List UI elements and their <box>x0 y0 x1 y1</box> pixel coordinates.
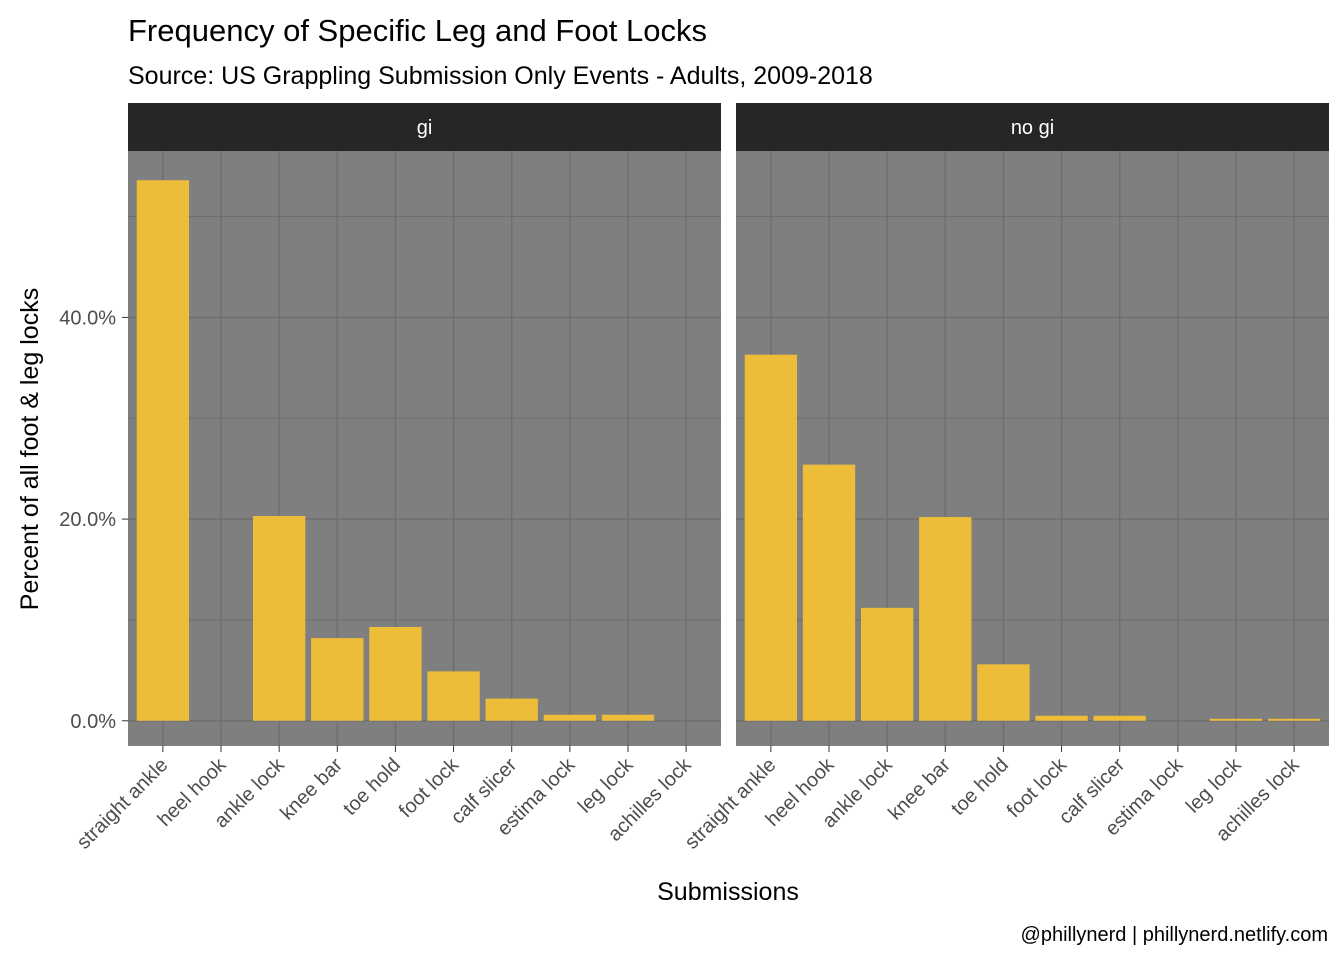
y-tick-label: 20.0% <box>59 509 116 531</box>
x-tick-label: straight ankle <box>681 754 781 854</box>
facet-strip <box>128 103 721 151</box>
bar-calf-slicer <box>485 698 538 721</box>
bar-heel-hook <box>802 464 856 721</box>
x-tick-label: straight ankle <box>73 754 173 854</box>
x-tick-label: knee bar <box>276 754 347 825</box>
chart-subtitle: Source: US Grappling Submission Only Eve… <box>128 62 873 90</box>
y-tick-label: 40.0% <box>59 307 116 329</box>
chart-caption: @phillynerd | phillynerd.netlify.com <box>1021 924 1328 946</box>
facet-strip-label: gi <box>417 117 433 139</box>
chart-title: Frequency of Specific Leg and Foot Locks <box>128 13 707 48</box>
x-axis-title: Submissions <box>657 878 799 906</box>
bar-knee-bar <box>919 517 972 721</box>
bar-toe-hold <box>977 664 1030 721</box>
x-tick-label: knee bar <box>884 754 955 825</box>
x-tick-label: toe hold <box>947 754 1013 820</box>
bar-straight-ankle <box>136 180 190 721</box>
bar-estima-lock <box>543 714 597 721</box>
bar-straight-ankle <box>744 354 798 721</box>
y-axis-title: Percent of all foot & leg locks <box>16 288 44 610</box>
y-tick-label: 0.0% <box>70 711 116 733</box>
facet-strip-label: no gi <box>1011 117 1054 139</box>
bar-knee-bar <box>311 638 364 721</box>
bar-toe-hold <box>369 627 422 721</box>
bar-ankle-lock <box>860 607 914 721</box>
bar-leg-lock <box>601 714 655 721</box>
bar-calf-slicer <box>1093 715 1146 721</box>
x-tick-label: toe hold <box>339 754 405 820</box>
bar-foot-lock <box>1035 715 1088 721</box>
bar-leg-lock <box>1209 718 1263 721</box>
panel-background <box>128 151 721 746</box>
bar-ankle-lock <box>252 516 306 721</box>
bar-foot-lock <box>427 671 480 721</box>
facet-strip <box>736 103 1329 151</box>
bar-achilles-lock <box>1267 718 1321 721</box>
